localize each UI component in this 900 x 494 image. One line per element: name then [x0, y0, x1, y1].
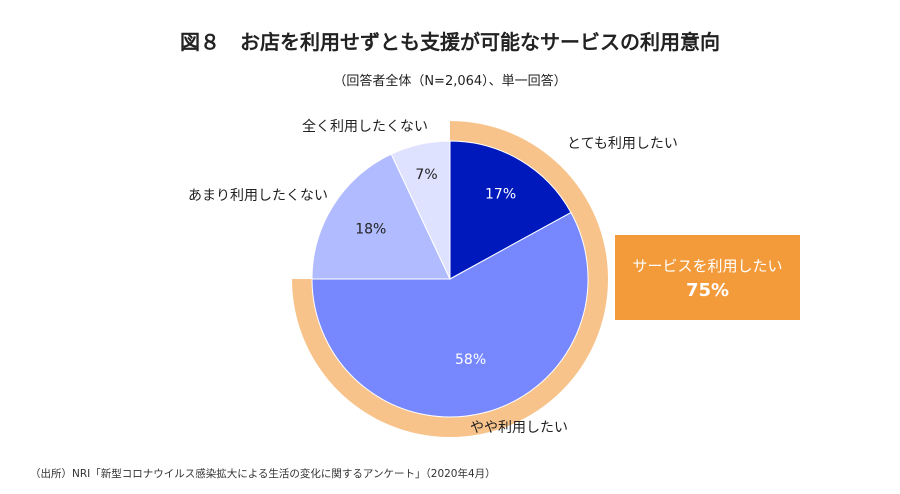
slice-value-label: 58% — [455, 352, 486, 368]
slice-value-label: 17% — [485, 186, 516, 202]
chart-title: 図８ お店を利用せずとも支援が可能なサービスの利用意向 — [180, 30, 720, 54]
pie-slice — [449, 140, 572, 280]
slice-category-label: とても利用したい — [567, 136, 678, 152]
chart-subtitle: （回答者全体（N=2,064）、単一回答） — [333, 74, 567, 89]
source-note: （出所）NRI「新型コロナウイルス感染拡大による生活の変化に関するアンケート」（… — [30, 468, 496, 480]
pie-slice — [390, 140, 451, 280]
slice-value-label: 7% — [415, 167, 437, 183]
highlight-label: サービスを利用したい — [632, 257, 783, 275]
slice-category-label: 全く利用したくない — [302, 118, 428, 135]
slice-category-label: あまり利用したくない — [188, 188, 328, 204]
slice-value-label: 18% — [355, 222, 386, 238]
pie-slice — [311, 211, 589, 418]
pie-slice — [311, 153, 451, 280]
slice-category-label: やや利用したい — [470, 420, 568, 436]
highlight-value: 75% — [685, 280, 730, 301]
highlight-callout: サービスを利用したい 75% — [615, 235, 800, 320]
